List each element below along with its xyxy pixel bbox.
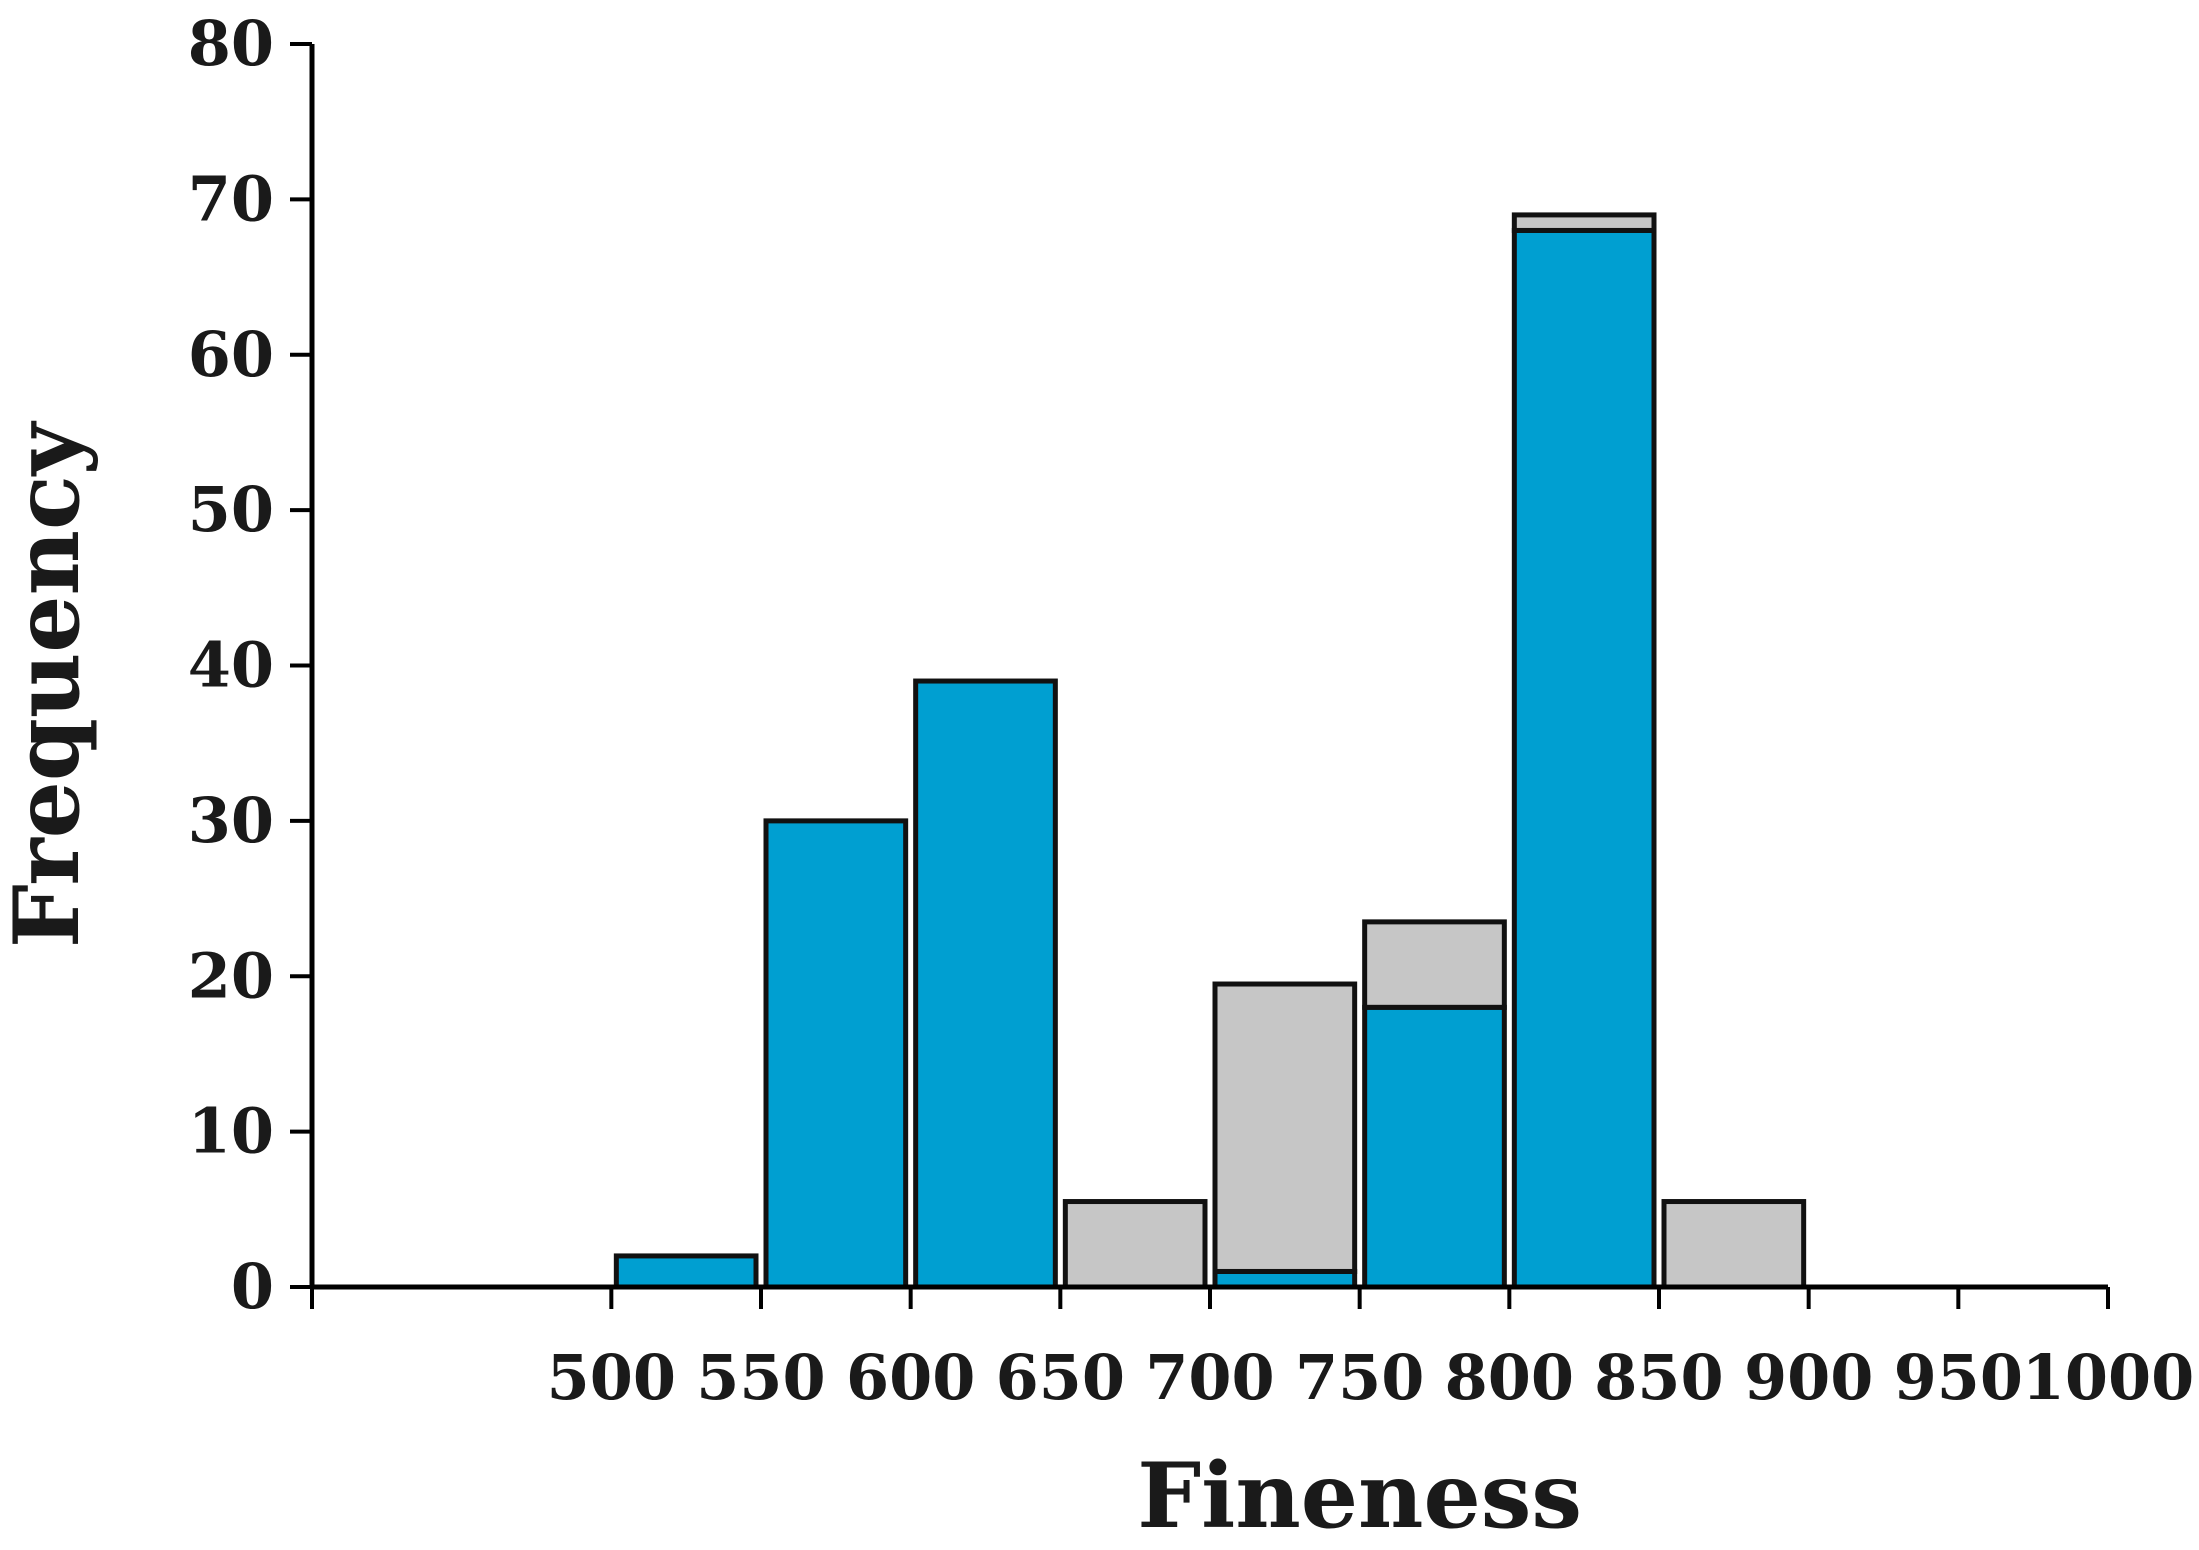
y-axis-title: Frequency <box>0 420 100 948</box>
x-tick-label: 700 <box>1145 1341 1274 1414</box>
bars-group <box>613 212 1807 1290</box>
y-tick-label: 40 <box>188 629 274 702</box>
bar-gray-segment <box>1661 1199 1807 1290</box>
bar-blue-segment <box>1511 227 1657 1290</box>
y-tick-label: 20 <box>188 939 274 1012</box>
bar-gray-segment <box>1362 919 1507 1010</box>
x-tick-label: 600 <box>846 1341 975 1414</box>
x-tick-label: 750 <box>1295 1341 1424 1414</box>
y-tick-label: 10 <box>188 1095 274 1168</box>
x-tick-label: 650 <box>996 1341 1125 1414</box>
bar-gray-segment <box>1511 212 1657 233</box>
x-tick-label: 800 <box>1445 1341 1574 1414</box>
x-tick-label: 950 <box>1894 1341 2023 1414</box>
x-tick-label: 1000 <box>2022 1341 2195 1414</box>
bar-blue-segment <box>763 818 909 1290</box>
y-tick-label: 0 <box>231 1250 274 1323</box>
x-tick-label: 500 <box>547 1341 676 1414</box>
x-tick-label: 900 <box>1744 1341 1873 1414</box>
x-tick-label: 850 <box>1594 1341 1723 1414</box>
y-tick-label: 50 <box>188 473 274 546</box>
x-tick-label: 550 <box>696 1341 825 1414</box>
bar-gray-segment <box>1062 1199 1208 1290</box>
y-axis-ticks: 0 10 20 30 40 50 60 70 80 <box>188 7 312 1323</box>
bar-blue-segment <box>613 1253 759 1290</box>
y-tick-label: 70 <box>188 162 274 235</box>
y-tick-label: 60 <box>188 318 274 391</box>
bar-blue-segment <box>1362 1004 1507 1290</box>
y-tick-label: 80 <box>188 7 274 80</box>
x-axis-title: Fineness <box>1137 1443 1582 1549</box>
y-tick-label: 30 <box>188 784 274 857</box>
bar-blue-segment <box>913 678 1058 1290</box>
bar-gray-segment <box>1212 981 1358 1274</box>
